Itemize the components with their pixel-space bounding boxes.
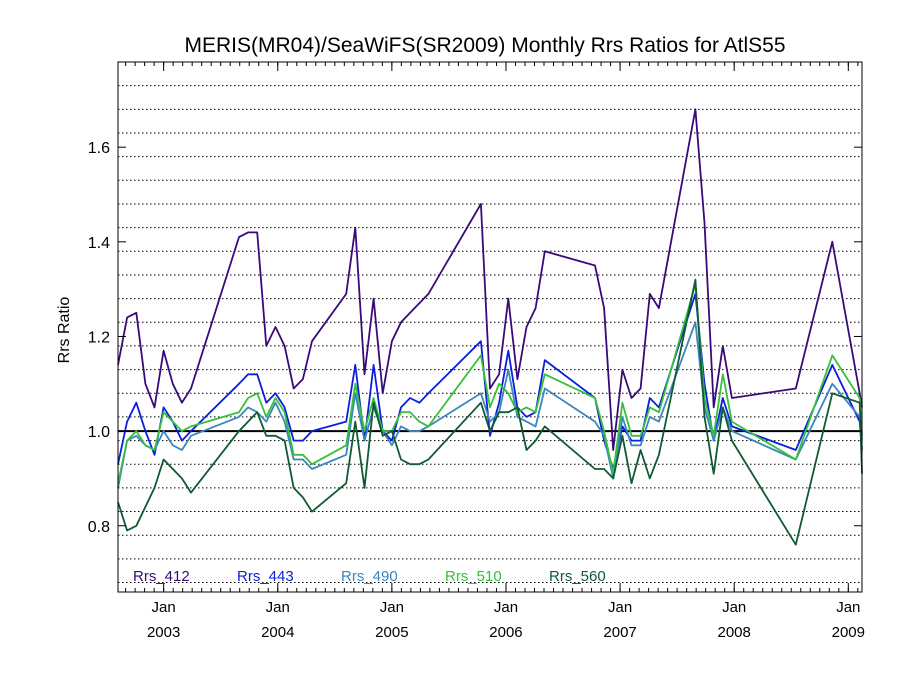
x-tick-year: 2009 [832, 624, 865, 641]
legend-item-rrs-560: Rrs_560 [549, 568, 606, 585]
y-tick-label: 1.4 [88, 235, 110, 252]
x-tick-month: Jan [380, 599, 404, 616]
legend: Rrs_412 Rrs_443 Rrs_490 Rrs_510 Rrs_560 [133, 568, 606, 585]
x-tick-year: 2003 [147, 624, 180, 641]
x-tick-year: 2006 [489, 624, 522, 641]
x-tick-month: Jan [152, 599, 176, 616]
series-line-rrs-560 [117, 278, 863, 546]
x-tick-year: 2007 [603, 624, 636, 641]
legend-item-rrs-490: Rrs_490 [341, 568, 398, 585]
legend-item-rrs-443: Rrs_443 [237, 568, 294, 585]
x-axis: Jan 2003 Jan 2004 Jan 2005 Jan 2006 Jan 2007 Jan 20… [125, 62, 865, 641]
legend-item-rrs-412: Rrs_412 [133, 568, 190, 585]
x-tick-year: 2005 [375, 624, 408, 641]
series-line-rrs-510 [117, 283, 863, 484]
x-tick-month: Jan [494, 599, 518, 616]
x-tick-year: 2004 [261, 624, 294, 641]
y-axis-label: Rrs Ratio [56, 297, 73, 364]
x-tick-month: Jan [722, 599, 746, 616]
x-tick-month: Jan [608, 599, 632, 616]
series-line-rrs-490 [117, 321, 863, 489]
chart-title: MERIS(MR04)/SeaWiFS(SR2009) Monthly Rrs … [184, 34, 785, 57]
gridlines [118, 85, 862, 584]
x-tick-month: Jan [266, 599, 290, 616]
legend-item-rrs-510: Rrs_510 [445, 568, 502, 585]
y-tick-label: 1.6 [88, 140, 110, 157]
x-tick-year: 2008 [718, 624, 751, 641]
y-axis: 0.8 1.0 1.2 1.4 1.6 [88, 140, 862, 536]
series-line-rrs-412 [117, 108, 863, 451]
y-tick-label: 1.0 [88, 424, 110, 441]
x-tick-month: Jan [836, 599, 860, 616]
series-lines [117, 108, 863, 546]
plot-frame [117, 61, 863, 593]
y-tick-label: 0.8 [88, 519, 110, 536]
y-tick-label: 1.2 [88, 329, 110, 346]
